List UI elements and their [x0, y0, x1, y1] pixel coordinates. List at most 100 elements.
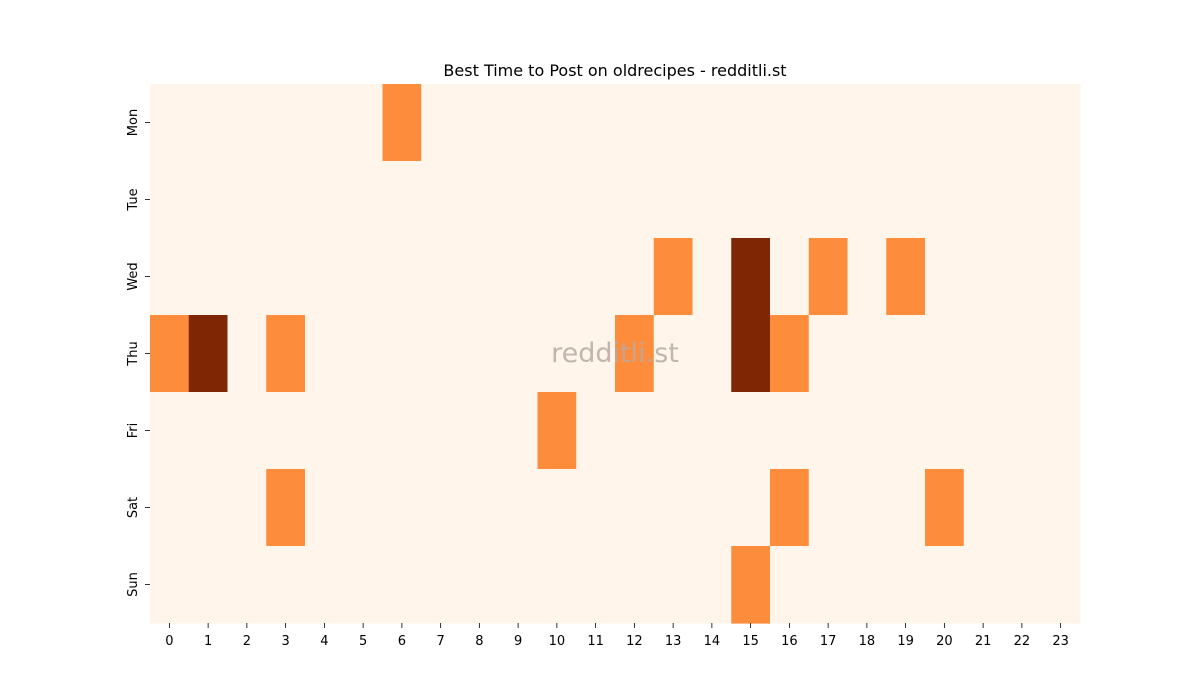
y-tick-label: Tue [126, 188, 141, 211]
watermark: redditli.st [551, 338, 679, 369]
heatmap-cell-tue-16 [770, 161, 810, 239]
heatmap-cell-sat-1 [188, 469, 229, 547]
heatmap-cell-mon-5 [343, 84, 384, 162]
heatmap-cell-wed-14 [692, 238, 732, 316]
heatmap-cell-wed-23 [1041, 238, 1081, 316]
heatmap-cell-tue-23 [1041, 161, 1081, 239]
heatmap-cell-wed-17 [808, 238, 849, 316]
heatmap-cell-tue-6 [382, 161, 422, 239]
x-tick-label: 8 [475, 634, 483, 649]
y-tick-label: Mon [126, 109, 141, 136]
heatmap-cell-tue-20 [925, 161, 965, 239]
heatmap-cell-mon-19 [886, 84, 926, 162]
heatmap-cell-mon-6 [382, 84, 422, 162]
heatmap-cell-sun-2 [227, 546, 267, 624]
heatmap-cell-tue-21 [963, 161, 1004, 239]
heatmap-cell-wed-8 [460, 238, 500, 316]
heatmap-cell-mon-3 [266, 84, 306, 162]
heatmap-cell-thu-0 [150, 315, 190, 393]
heatmap-cell-mon-9 [498, 84, 539, 162]
heatmap-cell-thu-12 [615, 315, 655, 393]
heatmap-cell-thu-4 [305, 315, 345, 393]
heatmap-cell-wed-20 [925, 238, 965, 316]
heatmap-cell-thu-8 [460, 315, 500, 393]
heatmap-cell-fri-9 [498, 392, 539, 470]
heatmap-cell-tue-14 [692, 161, 732, 239]
x-tick-label: 9 [514, 634, 522, 649]
heatmap-cell-mon-11 [576, 84, 616, 162]
heatmap-cell-wed-13 [653, 238, 694, 316]
heatmap-cell-tue-3 [266, 161, 306, 239]
heatmap-cell-mon-20 [925, 84, 965, 162]
heatmap-cell-sat-19 [886, 469, 926, 547]
heatmap-cell-sat-16 [770, 469, 810, 547]
heatmap-cell-fri-11 [576, 392, 616, 470]
heatmap-cell-thu-19 [886, 315, 926, 393]
x-tick-label: 16 [781, 634, 798, 649]
heatmap-cell-wed-4 [305, 238, 345, 316]
heatmap-cell-thu-5 [343, 315, 384, 393]
heatmap-cell-sun-5 [343, 546, 384, 624]
heatmap-cell-tue-10 [537, 161, 577, 239]
heatmap-cell-mon-17 [808, 84, 849, 162]
heatmap-cell-sat-6 [382, 469, 422, 547]
heatmap-cell-thu-22 [1002, 315, 1042, 393]
heatmap-cell-sun-23 [1041, 546, 1081, 624]
heatmap-cell-mon-7 [421, 84, 461, 162]
heatmap-cell-sat-15 [731, 469, 771, 547]
x-tick-label: 17 [820, 634, 837, 649]
heatmap-cell-mon-23 [1041, 84, 1081, 162]
heatmap-cell-thu-9 [498, 315, 539, 393]
heatmap-cell-sun-6 [382, 546, 422, 624]
heatmap-cell-tue-22 [1002, 161, 1042, 239]
heatmap-cell-wed-7 [421, 238, 461, 316]
heatmap-cell-fri-15 [731, 392, 771, 470]
heatmap-cell-sun-9 [498, 546, 539, 624]
heatmap-cell-thu-14 [692, 315, 732, 393]
heatmap-cell-fri-16 [770, 392, 810, 470]
heatmap-cell-sat-3 [266, 469, 306, 547]
heatmap-cell-fri-14 [692, 392, 732, 470]
heatmap-cell-mon-22 [1002, 84, 1042, 162]
heatmap-cell-sun-16 [770, 546, 810, 624]
heatmap-cell-mon-10 [537, 84, 577, 162]
heatmap-cell-sat-23 [1041, 469, 1081, 547]
x-tick-label: 21 [975, 634, 992, 649]
heatmap-cell-sun-21 [963, 546, 1004, 624]
heatmap-cell-sun-15 [731, 546, 771, 624]
x-tick-label: 6 [398, 634, 406, 649]
heatmap-cell-thu-11 [576, 315, 616, 393]
heatmap-cell-mon-0 [150, 84, 190, 162]
heatmap-cell-sun-22 [1002, 546, 1042, 624]
heatmap-cell-sat-12 [615, 469, 655, 547]
heatmap-cell-mon-15 [731, 84, 771, 162]
heatmap-cell-sat-4 [305, 469, 345, 547]
heatmap-cell-sat-22 [1002, 469, 1042, 547]
heatmap-cell-tue-0 [150, 161, 190, 239]
heatmap-cell-mon-2 [227, 84, 267, 162]
heatmap-cell-sat-9 [498, 469, 539, 547]
heatmap-cell-wed-1 [188, 238, 229, 316]
x-tick-label: 10 [549, 634, 566, 649]
heatmap-cell-wed-22 [1002, 238, 1042, 316]
heatmap-cell-fri-5 [343, 392, 384, 470]
heatmap-cell-thu-15 [731, 315, 771, 393]
heatmap-cell-mon-4 [305, 84, 345, 162]
heatmap-cell-thu-2 [227, 315, 267, 393]
x-tick-label: 20 [936, 634, 953, 649]
heatmap-cell-fri-21 [963, 392, 1004, 470]
heatmap-cell-sat-14 [692, 469, 732, 547]
x-tick-label: 14 [704, 634, 721, 649]
heatmap-cell-fri-4 [305, 392, 345, 470]
heatmap-cell-sun-14 [692, 546, 732, 624]
heatmap-cell-sat-18 [847, 469, 887, 547]
heatmap-cell-tue-8 [460, 161, 500, 239]
heatmap-cell-sat-11 [576, 469, 616, 547]
heatmap-cell-thu-20 [925, 315, 965, 393]
heatmap-cell-tue-17 [808, 161, 849, 239]
heatmap-cell-mon-14 [692, 84, 732, 162]
heatmap-cell-tue-7 [421, 161, 461, 239]
heatmap-cell-mon-12 [615, 84, 655, 162]
